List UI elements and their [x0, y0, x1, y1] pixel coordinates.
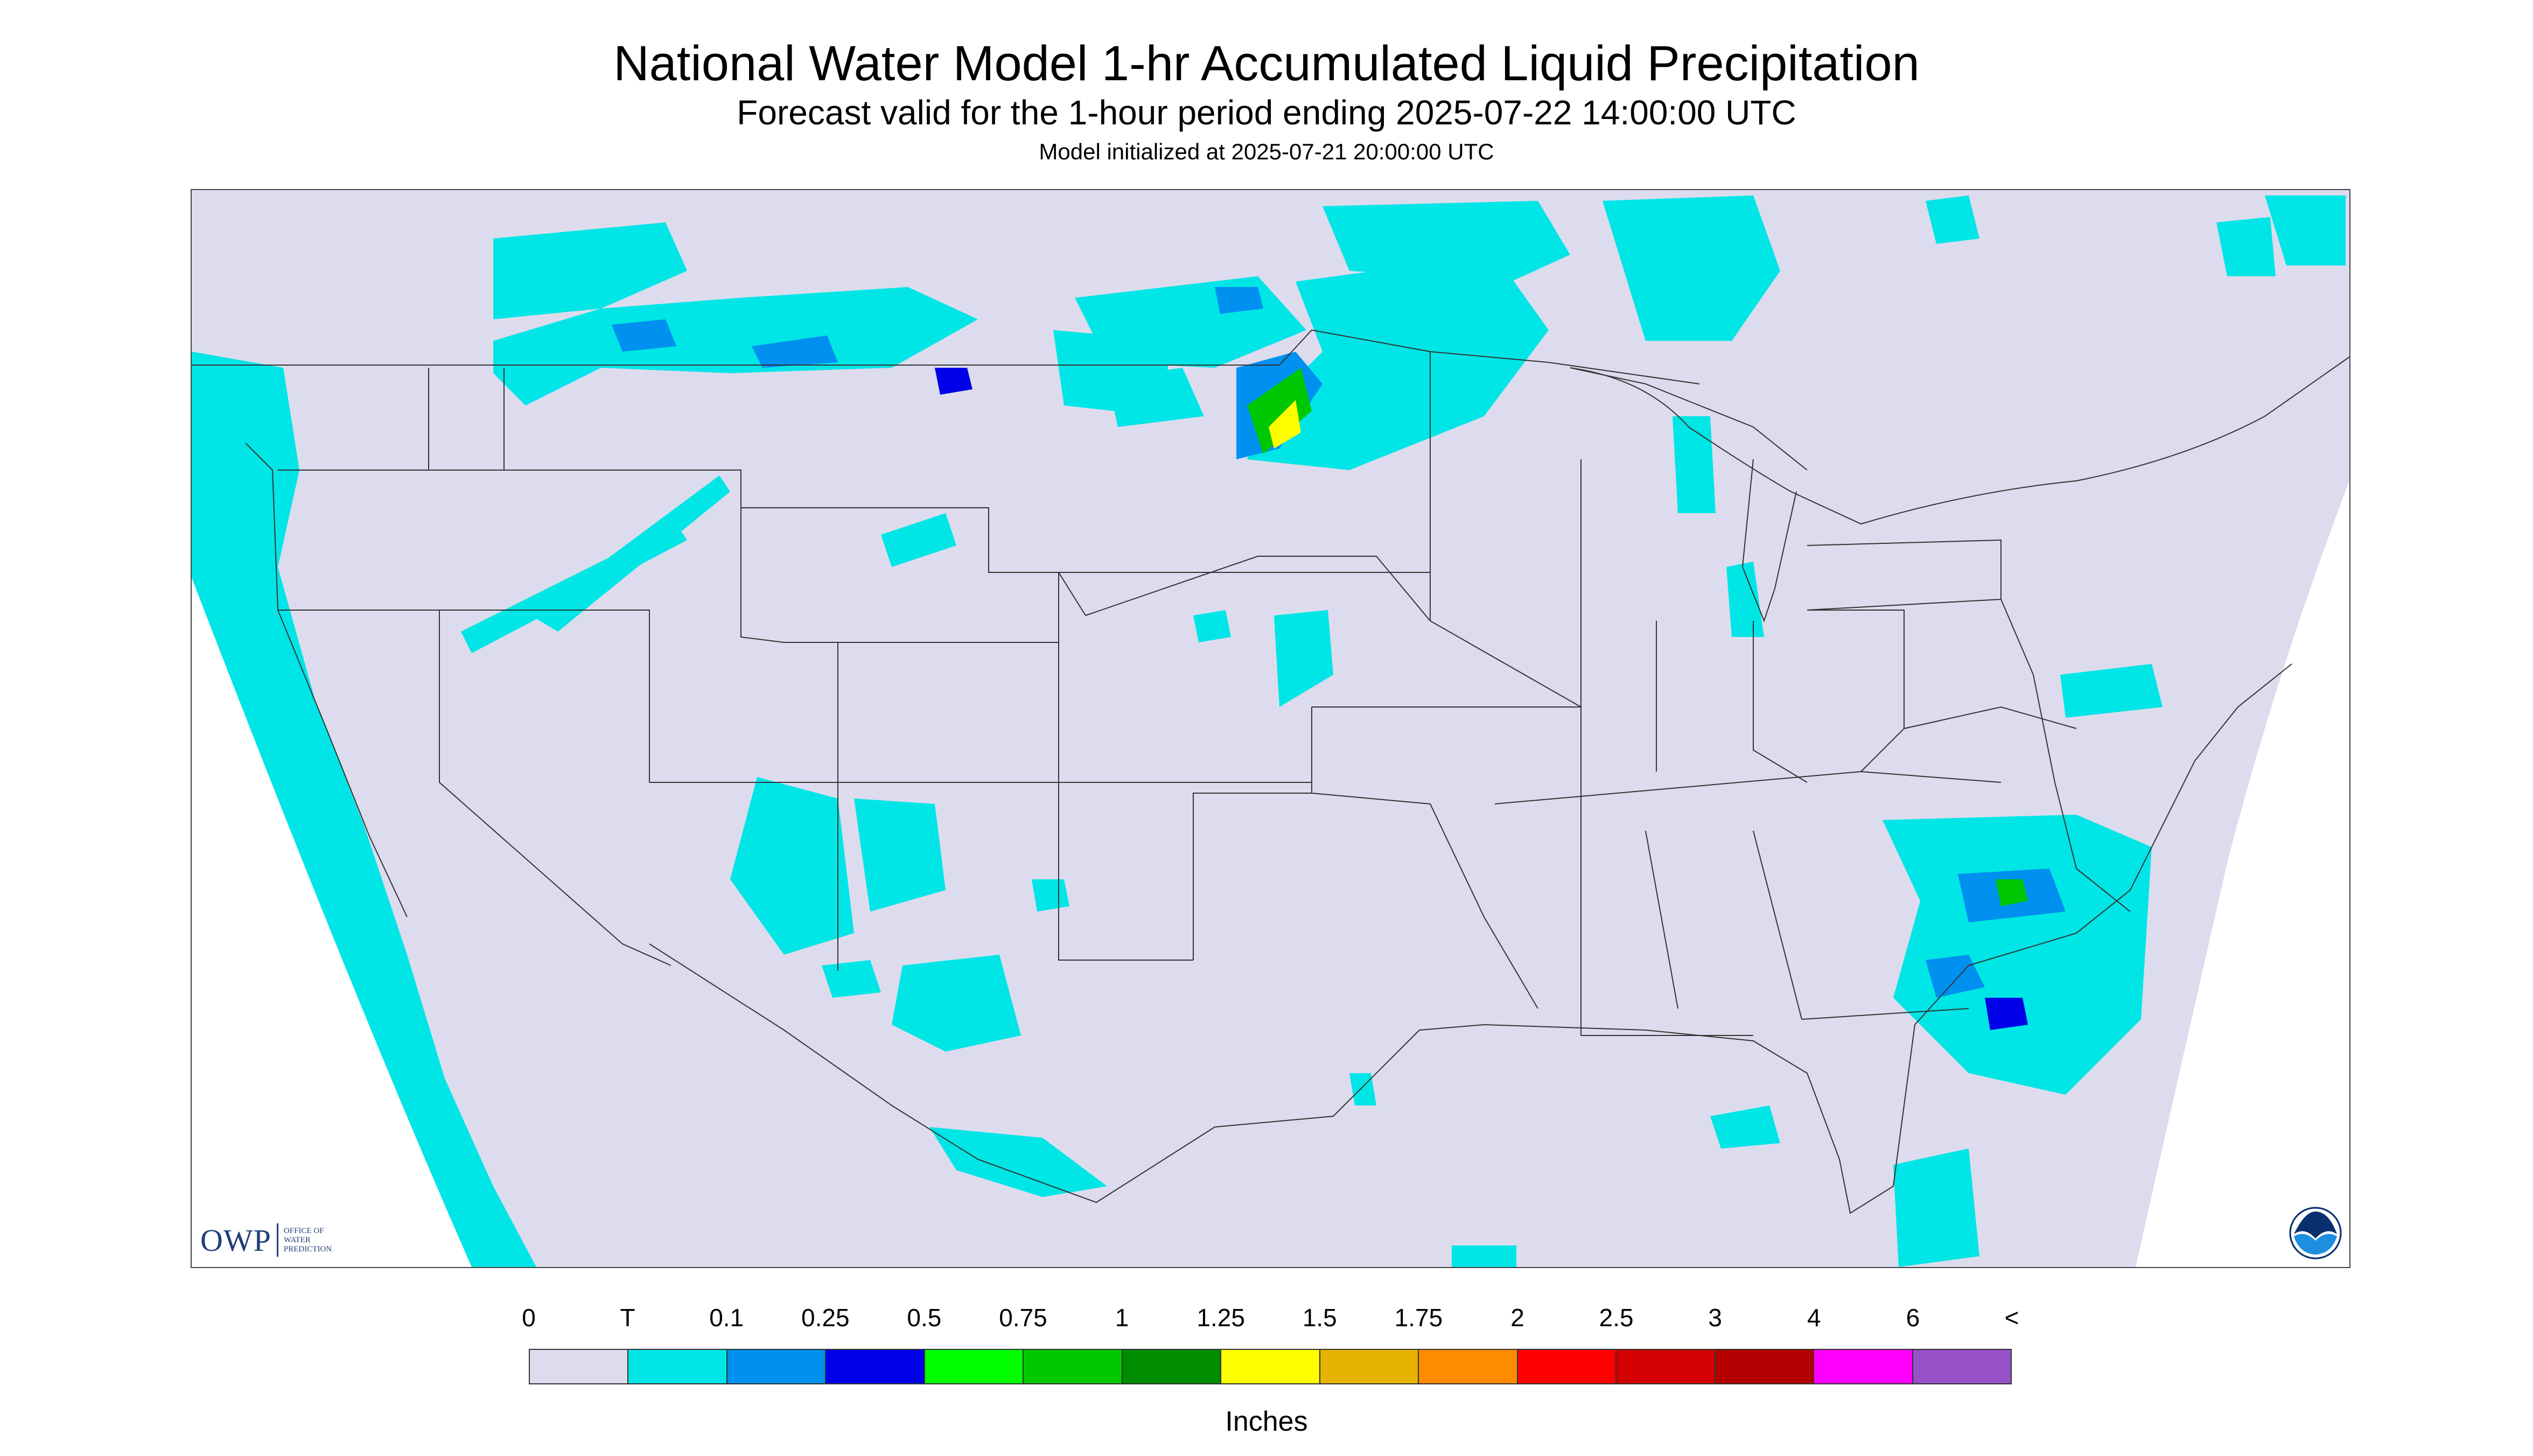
legend-tick-labels: 0 T 0.1 0.25 0.5 0.75 1 1.25 1.5 1.75 2 2.5 3 4 6 <: [522, 1303, 2019, 1335]
legend-swatch: [530, 1350, 629, 1383]
legend-swatch: [1419, 1350, 1518, 1383]
legend-tick-label: T: [620, 1304, 635, 1332]
legend-swatch: [1913, 1350, 2011, 1383]
pacific-precip-band: [192, 352, 536, 1267]
legend-tick-label: 1: [1115, 1304, 1129, 1332]
owp-logo: OWP OFFICE OF WATER PREDICTION: [200, 1221, 343, 1259]
legend-tick-label: 0.1: [709, 1304, 744, 1332]
model-init-line: Model initialized at 2025-07-21 20:00:00…: [1039, 139, 1494, 164]
map-svg: [192, 190, 2349, 1267]
legend-tick-label: 1.5: [1302, 1304, 1337, 1332]
legend-swatch: [1024, 1350, 1123, 1383]
legend-tick-label: 2.5: [1599, 1304, 1634, 1332]
map-title: National Water Model 1-hr Accumulated Li…: [613, 36, 1920, 91]
precip-areas: [461, 195, 2346, 1267]
legend-swatch: [628, 1350, 727, 1383]
precipitation-map: [191, 189, 2350, 1268]
legend-swatch: [1517, 1350, 1617, 1383]
legend-tick-label: 0.25: [801, 1304, 850, 1332]
noaa-logo-icon: [2289, 1207, 2342, 1259]
owp-logo-divider: [276, 1223, 278, 1257]
legend-swatch: [826, 1350, 925, 1383]
legend-tick-label: 6: [1906, 1304, 1920, 1332]
legend-swatch: [1617, 1350, 1716, 1383]
legend-tick-label: 1.25: [1196, 1304, 1245, 1332]
color-legend: [529, 1349, 2012, 1384]
legend-tick-label: 2: [1510, 1304, 1524, 1332]
legend-swatch: [1715, 1350, 1815, 1383]
legend-swatch: [1814, 1350, 1913, 1383]
boundaries: [192, 329, 2349, 1214]
legend-swatch: [1221, 1350, 1320, 1383]
legend-tick-label: 0.5: [907, 1304, 942, 1332]
legend-tick-label: 3: [1708, 1304, 1722, 1332]
legend-swatch: [1122, 1350, 1222, 1383]
legend-tick-label: 0: [522, 1304, 536, 1332]
legend-tick-label: 0.75: [999, 1304, 1047, 1332]
legend-swatch: [925, 1350, 1024, 1383]
legend-tick-label: <: [2004, 1304, 2019, 1332]
legend-tick-label: 4: [1807, 1304, 1821, 1332]
legend-swatch: [727, 1350, 827, 1383]
legend-units-label: Inches: [1225, 1406, 1308, 1437]
heavy-precip-cells: [612, 287, 2066, 1030]
legend-swatch: [1320, 1350, 1419, 1383]
map-domain: [192, 190, 2349, 1267]
legend-tick-label: 1.75: [1394, 1304, 1443, 1332]
map-subtitle: Forecast valid for the 1-hour period end…: [737, 93, 1796, 132]
owp-logo-text: OWP: [200, 1222, 271, 1258]
owp-logo-subtext: OFFICE OF WATER PREDICTION: [283, 1226, 332, 1254]
